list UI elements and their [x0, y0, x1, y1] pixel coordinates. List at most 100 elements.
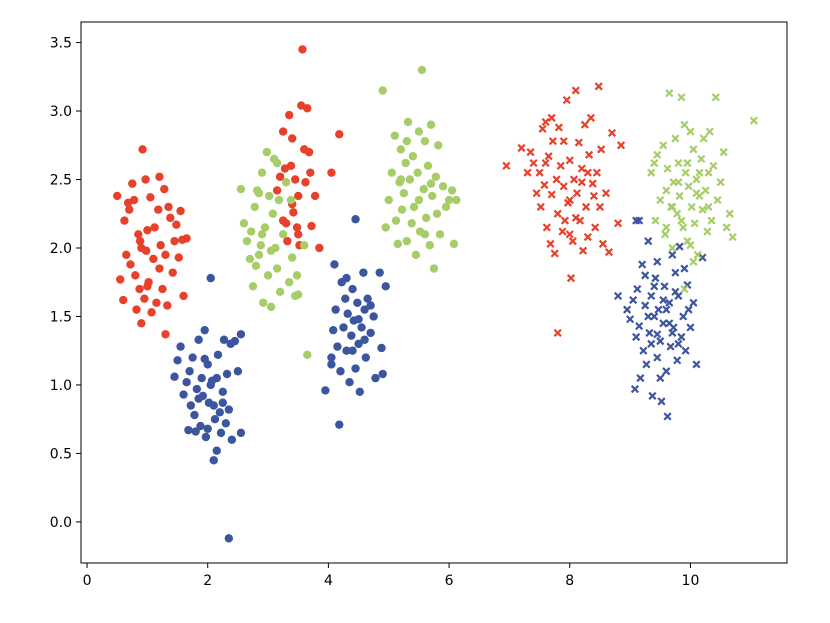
- data-point: [286, 195, 296, 205]
- data-point: [698, 205, 707, 214]
- data-point: [307, 221, 316, 231]
- data-point: [638, 260, 647, 269]
- data-point: [656, 195, 665, 205]
- data-point: [666, 342, 675, 351]
- data-point: [154, 205, 163, 214]
- data-point: [265, 191, 274, 201]
- data-point: [665, 298, 674, 307]
- y-axis: 0.0 0.5 1.0 1.5 2.0 2.5 3.0 3.5: [50, 36, 81, 531]
- data-point: [335, 130, 344, 139]
- data-point: [284, 110, 294, 120]
- data-point: [347, 331, 356, 340]
- data-point: [697, 154, 706, 164]
- data-point: [303, 350, 312, 360]
- data-point: [172, 220, 181, 229]
- data-point: [693, 250, 702, 259]
- data-point: [361, 353, 371, 362]
- data-point: [591, 223, 600, 232]
- data-point: [294, 230, 303, 239]
- data-point: [665, 89, 674, 98]
- data-point: [149, 254, 158, 264]
- data-point: [152, 298, 161, 307]
- data-point: [421, 213, 431, 223]
- data-point: [224, 534, 234, 543]
- data-point: [236, 330, 246, 339]
- data-point: [547, 190, 556, 199]
- data-point: [709, 161, 718, 170]
- data-point: [659, 295, 668, 305]
- y-tick-label: 1.0: [50, 378, 72, 394]
- data-point: [132, 305, 141, 314]
- data-point: [647, 291, 656, 301]
- data-point: [550, 249, 559, 258]
- data-point: [218, 387, 228, 396]
- data-point: [375, 268, 384, 277]
- data-point: [146, 193, 155, 202]
- data-point: [565, 230, 574, 239]
- data-point: [686, 323, 695, 332]
- data-point: [331, 305, 340, 314]
- data-point: [236, 184, 246, 194]
- data-point: [155, 172, 164, 181]
- data-point: [677, 93, 686, 102]
- series-green-circle: [236, 65, 461, 360]
- data-point: [651, 274, 660, 283]
- data-point: [674, 339, 683, 348]
- data-point: [131, 271, 140, 280]
- data-point: [414, 195, 424, 205]
- data-point: [686, 127, 695, 136]
- data-point: [547, 113, 556, 122]
- data-point: [635, 216, 644, 225]
- data-point: [588, 179, 597, 188]
- y-tick-label: 3.0: [50, 104, 72, 120]
- data-point: [126, 260, 135, 269]
- data-point: [689, 257, 698, 266]
- data-point: [266, 302, 276, 312]
- data-point: [548, 137, 557, 146]
- data-point: [566, 274, 576, 283]
- data-point: [216, 428, 226, 438]
- data-point: [286, 161, 296, 171]
- data-point: [538, 124, 547, 133]
- data-point: [327, 360, 336, 369]
- data-point: [704, 168, 713, 177]
- data-point: [601, 189, 611, 198]
- x-tick-label: 6: [445, 573, 454, 589]
- data-point: [402, 136, 412, 146]
- data-point: [650, 312, 659, 321]
- data-point: [186, 401, 196, 410]
- data-point: [645, 328, 654, 337]
- data-point: [354, 339, 363, 349]
- data-point: [728, 232, 737, 242]
- data-point: [306, 168, 315, 177]
- data-point: [633, 284, 642, 294]
- data-point: [653, 330, 662, 339]
- data-point: [200, 354, 209, 364]
- data-point: [163, 301, 172, 310]
- data-point: [553, 209, 562, 218]
- data-point: [435, 230, 445, 239]
- data-point: [384, 195, 393, 205]
- data-point: [532, 189, 541, 198]
- data-point: [544, 152, 553, 161]
- data-point: [304, 147, 314, 157]
- data-point: [659, 141, 668, 150]
- data-point: [194, 394, 203, 403]
- data-point: [680, 264, 689, 273]
- series-blue-circle: [170, 215, 390, 543]
- data-point: [262, 147, 272, 157]
- x-tick-label: 2: [203, 573, 212, 589]
- data-point: [278, 216, 288, 225]
- data-point: [431, 172, 441, 181]
- data-point: [409, 202, 419, 212]
- data-point: [713, 195, 722, 205]
- data-point: [722, 223, 731, 232]
- data-point: [246, 227, 256, 236]
- data-point: [342, 346, 351, 355]
- data-point: [354, 315, 363, 324]
- data-point: [577, 178, 586, 187]
- data-point: [656, 374, 665, 383]
- data-point: [300, 241, 309, 250]
- data-point: [665, 319, 674, 328]
